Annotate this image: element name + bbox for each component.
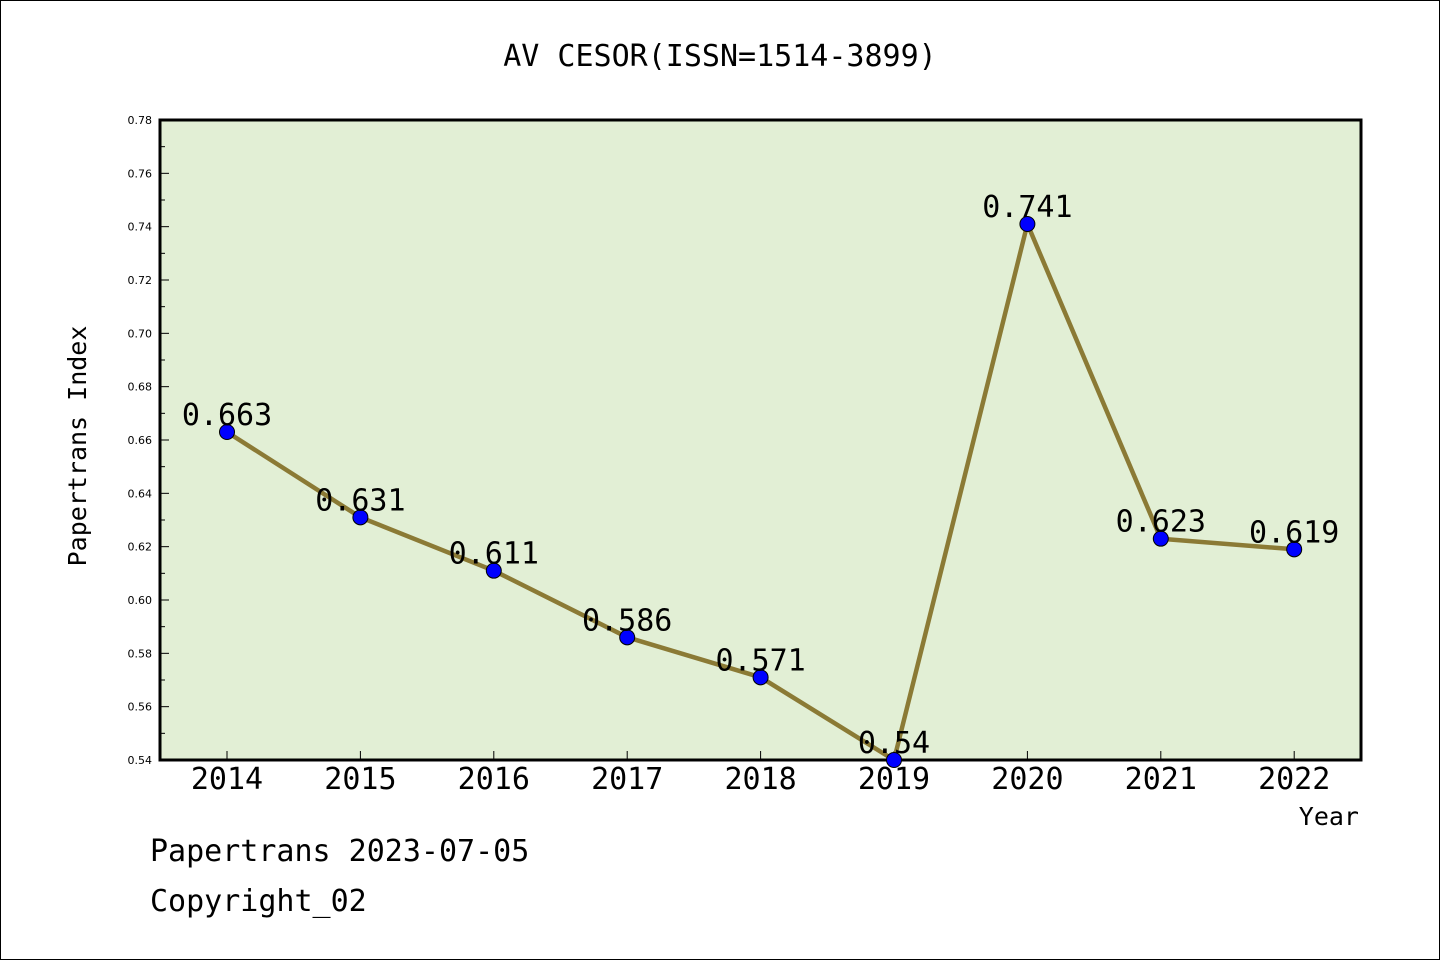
plot-area: [158, 118, 1363, 762]
footer-date: Papertrans 2023-07-05: [150, 834, 530, 869]
x-axis-label: Year: [1299, 802, 1359, 831]
y-tick-label: 0.62: [128, 541, 153, 554]
data-label-2019: 0.54: [858, 726, 930, 761]
data-label-2016: 0.611: [449, 537, 539, 572]
data-point-2016: [485, 562, 502, 579]
x-tick-label: 2018: [724, 762, 796, 797]
data-point-2020: [1019, 216, 1036, 232]
data-point-2014: [219, 424, 235, 440]
data-point-2015: [352, 509, 369, 526]
y-tick-label: 0.70: [128, 327, 153, 340]
x-tick-label: 2016: [458, 762, 530, 797]
data-label-2017: 0.586: [582, 603, 672, 638]
y-tick-label: 0.76: [128, 167, 153, 180]
series-papertrans-index: [219, 216, 1303, 768]
y-tick-label: 0.64: [128, 487, 153, 500]
x-tick-label: 2021: [1125, 762, 1197, 797]
y-tick-label: 0.78: [128, 114, 153, 127]
data-label-2022: 0.619: [1249, 515, 1339, 550]
y-tick-label: 0.60: [128, 594, 153, 607]
data-point-2022: [1286, 541, 1303, 558]
footer-copyright: Copyright_02: [150, 884, 367, 919]
x-tick-label: 2020: [991, 762, 1063, 797]
y-axis-label: Papertrans Index: [63, 326, 92, 567]
data-point-2017: [619, 629, 636, 646]
x-tick-label: 2022: [1258, 762, 1330, 797]
data-label-2021: 0.623: [1116, 505, 1206, 540]
y-tick-label: 0.54: [128, 754, 153, 767]
x-tick-label: 2015: [324, 762, 396, 797]
data-point-2018: [752, 669, 769, 686]
y-tick-label: 0.72: [128, 274, 153, 287]
data-label-2018: 0.571: [715, 643, 805, 678]
x-axis: 2014 2015 2016 2017 2018 2019 2020 2021 2022: [191, 751, 1330, 797]
data-point-2021: [1152, 530, 1169, 547]
chart-title: AV CESOR(ISSN=1514-3899): [503, 39, 936, 74]
y-tick-label: 0.68: [128, 381, 153, 394]
x-tick-label: 2017: [591, 762, 663, 797]
y-tick-label: 0.66: [128, 434, 153, 447]
y-axis: 0.54 0.56 0.58 0.60 0.62 0.64 0.66 0.68 0.70 0.72…: [128, 114, 169, 767]
y-tick-label: 0.58: [128, 647, 153, 660]
data-label-2014: 0.663: [182, 398, 272, 433]
data-label-2015: 0.631: [315, 483, 405, 518]
data-label-2020: 0.741: [982, 190, 1072, 225]
data-labels: 0.663 0.631 0.611 0.586 0.571 0.54 0.741 0.623 0…: [182, 190, 1340, 761]
y-tick-label: 0.74: [128, 221, 153, 234]
data-point-2019: [886, 752, 902, 768]
x-tick-label: 2014: [191, 762, 263, 797]
y-tick-label: 0.56: [128, 701, 153, 714]
